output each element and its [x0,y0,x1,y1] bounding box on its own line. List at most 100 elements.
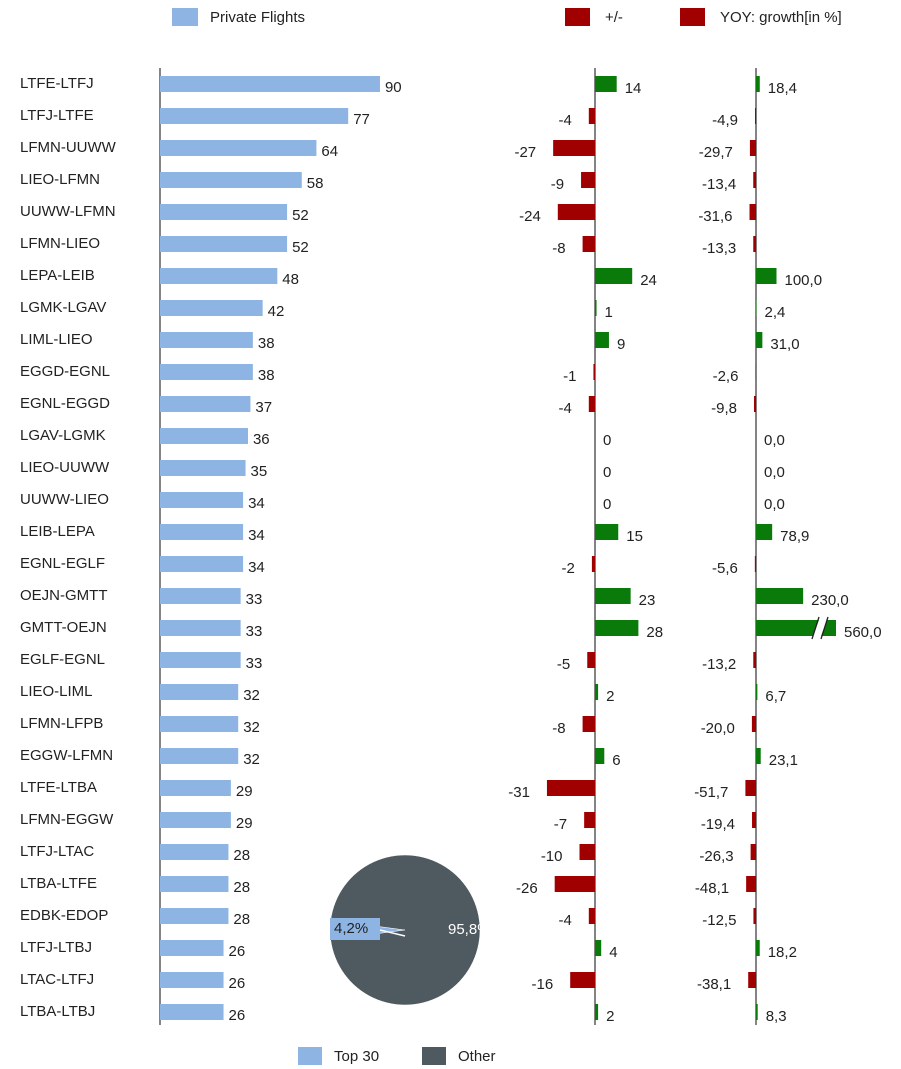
value-label: 9 [617,336,625,353]
bar [546,780,595,796]
value-label: -9 [551,176,564,193]
value-label: 28 [233,847,250,864]
value-label: -10 [541,848,563,865]
value-label: -16 [532,976,554,993]
category-label: LEIB-LEPA [20,523,95,540]
category-label: LIEO-LFMN [20,171,100,188]
bar [749,204,756,220]
bar [595,524,619,540]
value-label: 0 [603,496,611,513]
value-label: 35 [251,463,268,480]
category-label: EGLF-EGNL [20,651,105,668]
value-label: -27 [514,144,536,161]
value-label: 77 [353,111,370,128]
bar [588,108,595,124]
legend-swatch [422,1047,446,1065]
value-label: 18,2 [768,944,797,961]
value-label: 48 [282,271,299,288]
bar [756,940,760,956]
value-label: 0 [603,464,611,481]
value-label: -4 [558,400,571,417]
value-label: 2 [606,688,614,705]
category-label: LTFJ-LTBJ [20,939,92,956]
bar [160,140,317,156]
bar [553,140,595,156]
value-label: 23 [639,592,656,609]
value-label: 33 [246,655,263,672]
bar [160,524,244,540]
value-label: 230,0 [811,592,849,609]
bar [756,684,758,700]
bar [557,204,595,220]
value-label: -8 [552,240,565,257]
bar [570,972,595,988]
bar [749,140,756,156]
value-label: 4 [609,944,617,961]
value-label: 33 [246,623,263,640]
bar [160,204,288,220]
value-label: 33 [246,591,263,608]
value-label: 31,0 [770,336,799,353]
value-label: -5 [557,656,570,673]
bar [579,844,595,860]
pie-label: 95,8% [448,921,491,938]
bar [160,396,251,412]
category-label: LTFE-LTBA [20,779,97,796]
value-label: 0,0 [764,496,785,513]
value-label: -13,2 [702,656,736,673]
bar [582,716,595,732]
category-label: LGAV-LGMK [20,427,106,444]
category-label: LTBA-LTBJ [20,1003,95,1020]
category-label: LTAC-LTFJ [20,971,94,988]
bar [160,236,288,252]
value-label: -4 [558,112,571,129]
bar [160,780,231,796]
value-label: -13,4 [702,176,736,193]
bar [584,812,595,828]
bar [587,652,595,668]
value-label: 64 [321,143,338,160]
category-label: LFMN-LFPB [20,715,103,732]
value-label: 36 [253,431,270,448]
bar [753,908,756,924]
bar [756,268,777,284]
value-label: 26 [229,975,246,992]
value-label: 32 [243,751,260,768]
value-label: 58 [307,175,324,192]
pie-label: 4,2% [334,920,368,937]
bar [160,876,229,892]
bar [160,1004,224,1020]
value-label: 37 [255,399,272,416]
legend-label: Private Flights [210,9,305,26]
value-label: 32 [243,719,260,736]
bar [753,396,756,412]
bar [160,588,241,604]
bar [160,268,278,284]
bar [595,76,617,92]
legend-label: YOY: growth[in %] [720,9,842,26]
bar [753,236,756,252]
bar [160,76,380,92]
value-label: 34 [248,527,265,544]
category-label: LFMN-UUWW [20,139,117,156]
value-label: 0,0 [764,464,785,481]
value-label: -31 [508,784,530,801]
category-label: LFMN-LIEO [20,235,100,252]
bar [160,844,229,860]
value-label: 560,0 [844,624,882,641]
bar [746,876,756,892]
bar [595,268,633,284]
category-label: EGNL-EGGD [20,395,110,412]
value-label: -51,7 [694,784,728,801]
legend-swatch [680,8,705,26]
bar [756,748,761,764]
value-label: -2 [562,560,575,577]
bar [554,876,595,892]
bar [753,172,756,188]
bar [595,300,597,316]
bar [160,748,239,764]
value-label: 6 [612,752,620,769]
value-label: 100,0 [785,272,823,289]
bar [750,844,756,860]
